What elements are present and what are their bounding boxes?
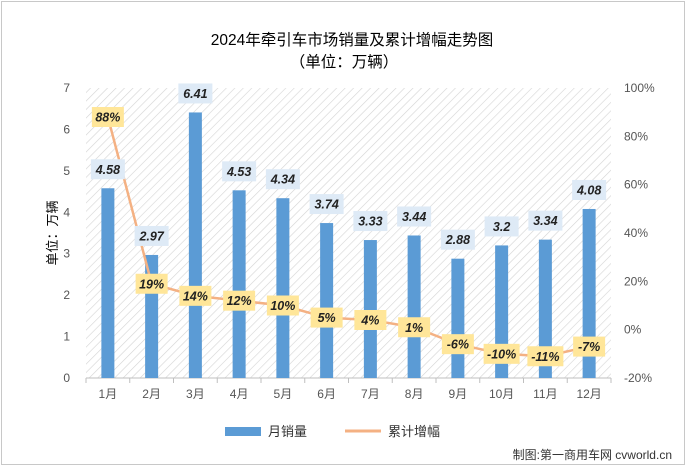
x-tick-label: 7月 xyxy=(361,387,380,401)
growth-data-label: 14% xyxy=(183,289,208,303)
bar-data-label-box xyxy=(397,206,432,227)
bar xyxy=(101,188,115,378)
bar xyxy=(188,112,202,378)
growth-data-label-box xyxy=(310,307,343,328)
source-note: 制图:第一商用车网 cvworld.cn xyxy=(513,447,672,462)
legend-swatch-bars xyxy=(225,427,261,436)
y-tick-label: 1 xyxy=(63,330,70,344)
bar-data-label: 2.97 xyxy=(138,229,164,243)
y2-tick-label: 40% xyxy=(624,226,648,240)
bar xyxy=(145,254,159,378)
bar-data-label: 2.88 xyxy=(445,233,470,247)
bar xyxy=(451,258,465,378)
y-tick-label: 3 xyxy=(63,247,70,261)
growth-data-label-box xyxy=(573,336,606,357)
x-tick-label: 6月 xyxy=(317,387,336,401)
growth-data-label-box xyxy=(223,290,256,311)
x-tick-label: 2月 xyxy=(142,387,161,401)
bar-data-label-box xyxy=(528,210,563,231)
growth-data-label: 5% xyxy=(318,311,336,325)
chart-title: 2024年牵引车市场销量及累计增幅走势图 xyxy=(211,31,493,49)
y-tick-label: 7 xyxy=(63,81,70,95)
bar-data-label-box xyxy=(90,159,125,180)
bar-data-label: 4.58 xyxy=(95,163,120,177)
bar-data-label-box xyxy=(572,179,607,200)
x-tick-label: 8月 xyxy=(405,387,424,401)
x-tick-label: 12月 xyxy=(576,387,601,401)
y2-tick-label: 0% xyxy=(624,323,642,337)
bar-data-label-box xyxy=(222,161,257,182)
bar-data-label: 3.44 xyxy=(402,210,426,224)
bar-data-label: 3.2 xyxy=(493,220,510,234)
bar-data-label-box xyxy=(134,225,169,246)
growth-data-label: 4% xyxy=(360,314,379,328)
growth-data-label: 10% xyxy=(270,299,295,313)
y2-tick-label: 80% xyxy=(624,129,648,143)
x-tick-label: 3月 xyxy=(186,387,205,401)
growth-data-label-box xyxy=(398,317,431,338)
x-tick-label: 9月 xyxy=(449,387,468,401)
growth-data-label: 88% xyxy=(95,111,120,125)
bar xyxy=(232,190,246,378)
growth-data-label-box xyxy=(91,107,124,127)
growth-data-label-box xyxy=(527,346,564,367)
growth-data-label-box xyxy=(179,285,212,306)
bar-data-label: 6.41 xyxy=(183,87,207,101)
growth-data-label: 1% xyxy=(405,321,423,335)
y2-tick-label: 100% xyxy=(624,81,655,95)
y-axis-label: 单位：万辆 xyxy=(45,200,60,265)
growth-data-label: -10% xyxy=(487,347,516,361)
legend-label-bars: 月销量 xyxy=(268,424,307,439)
growth-data-label-box xyxy=(266,295,299,316)
growth-data-label: 19% xyxy=(139,277,164,291)
bar xyxy=(582,208,596,378)
y2-tick-label: 60% xyxy=(624,178,648,192)
bar xyxy=(538,239,552,378)
x-tick-label: 1月 xyxy=(99,387,118,401)
bar-data-label-box xyxy=(353,211,388,232)
x-tick-label: 5月 xyxy=(274,387,293,401)
y-tick-label: 4 xyxy=(63,205,70,219)
x-tick-label: 4月 xyxy=(230,387,249,401)
bar-data-label: 3.33 xyxy=(358,215,382,229)
bar-data-label-box xyxy=(178,83,213,104)
growth-data-label-box xyxy=(135,273,168,294)
bar xyxy=(276,198,290,378)
chart-subtitle: （单位：万辆） xyxy=(290,53,399,71)
bar xyxy=(407,235,421,378)
bar-data-label: 3.74 xyxy=(314,198,338,212)
growth-data-label-box xyxy=(354,310,387,330)
growth-data-label: -7% xyxy=(578,340,600,354)
growth-data-label-box xyxy=(483,343,520,364)
y2-tick-label: -20% xyxy=(624,371,652,385)
bar-data-label-box xyxy=(484,216,519,237)
plot-area xyxy=(86,88,611,378)
y-tick-label: 5 xyxy=(63,164,70,178)
y-tick-label: 6 xyxy=(63,122,70,136)
bar-data-label-box xyxy=(440,229,475,250)
x-tick-label: 10月 xyxy=(489,387,514,401)
bar-data-label: 4.53 xyxy=(226,165,251,179)
growth-data-label: -6% xyxy=(447,338,469,352)
bar xyxy=(320,223,334,378)
legend-label-line: 累计增幅 xyxy=(388,424,440,439)
bar-data-label: 3.34 xyxy=(533,214,557,228)
bar-data-label: 4.34 xyxy=(270,173,295,187)
growth-data-label: 12% xyxy=(227,294,252,308)
growth-data-label-box xyxy=(441,334,474,355)
bar-data-label-box xyxy=(265,169,300,190)
bar xyxy=(363,240,377,378)
growth-data-label: -11% xyxy=(531,350,559,364)
bar-data-label: 4.08 xyxy=(576,183,601,197)
x-tick-label: 11月 xyxy=(533,387,557,401)
y2-tick-label: 20% xyxy=(624,274,648,288)
bar-data-label-box xyxy=(309,194,344,215)
legend: 月销量 累计增幅 xyxy=(225,424,440,439)
y-tick-label: 0 xyxy=(63,371,70,385)
y-tick-label: 2 xyxy=(63,288,70,302)
